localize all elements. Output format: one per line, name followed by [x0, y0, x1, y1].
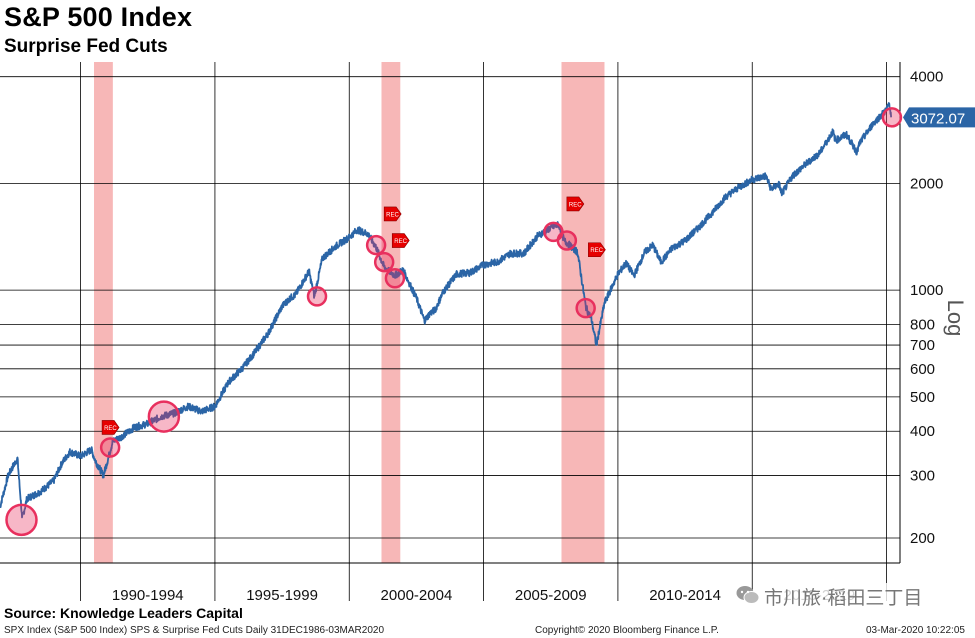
surprise-cut-marker: [881, 107, 903, 128]
recession-band: [94, 62, 113, 563]
chart-subtitle: Surprise Fed Cuts: [4, 36, 168, 57]
footer-timestamp: 03-Mar-2020 10:22:05: [866, 625, 965, 636]
rec-flag: [101, 420, 120, 435]
recession-band: [381, 62, 401, 563]
rec-flag-label: REC: [590, 248, 603, 254]
footer-description: SPX Index (S&P 500 Index) SPS & Surprise…: [4, 625, 385, 636]
y-tick-label: 600: [910, 361, 935, 378]
source-note: Source: Knowledge Leaders Capital: [4, 605, 243, 621]
x-tick-label: 2010-2014: [649, 587, 721, 604]
y-tick-label: 500: [910, 389, 935, 406]
y-axis-label: Log: [943, 300, 968, 337]
last-value-box: [903, 107, 975, 128]
last-value-label: 3072.07: [911, 110, 965, 127]
wechat-icon: [736, 586, 760, 604]
chart-title: S&P 500 Index: [4, 2, 193, 32]
surprise-cut-marker: [99, 437, 121, 458]
y-tick-label: 400: [910, 423, 935, 440]
x-tick-label: 1990-1994: [112, 587, 184, 604]
watermark: 市川旅·稻田三丁目: [762, 583, 925, 610]
surprise-cut-marker: [384, 268, 406, 289]
surprise-cut-marker: [5, 503, 38, 537]
x-tick-label: 1995-1999: [246, 587, 318, 604]
rec-flag: [566, 196, 585, 212]
surprise-cut-marker: [147, 400, 181, 433]
spx-series-line: [0, 102, 892, 519]
rec-flag-label: REC: [104, 426, 117, 432]
surprise-cut-marker: [365, 234, 387, 256]
rec-flag-label: REC: [569, 202, 582, 208]
surprise-cut-marker: [575, 297, 596, 319]
x-tick-label: 2005-2009: [515, 587, 587, 604]
surprise-cut-marker: [306, 286, 328, 307]
rec-flag: [383, 206, 402, 222]
y-tick-label: 4000: [910, 69, 943, 86]
x-tick-label: 2000-2004: [381, 587, 453, 604]
surprise-cut-marker: [373, 251, 395, 273]
y-tick-label: 700: [910, 337, 935, 354]
rec-flag: [391, 233, 410, 248]
rec-flag-label: REC: [394, 239, 407, 245]
recession-band: [561, 62, 605, 563]
rec-flag-label: REC: [386, 212, 399, 218]
footer-copyright: Copyright© 2020 Bloomberg Finance L.P.: [535, 625, 719, 636]
surprise-cut-marker: [556, 230, 578, 251]
y-tick-label: 200: [910, 530, 935, 547]
rec-flag: [588, 242, 606, 258]
y-tick-label: 300: [910, 468, 935, 485]
y-tick-label: 1000: [910, 282, 943, 299]
y-tick-label: 2000: [910, 175, 943, 192]
y-tick-label: 800: [910, 317, 935, 334]
